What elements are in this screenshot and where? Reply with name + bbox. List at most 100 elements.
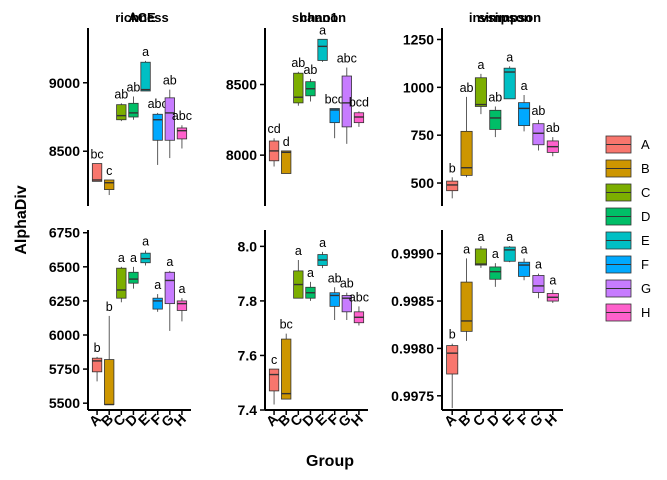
y-tick-label: 6500: [49, 259, 80, 275]
y-tick-label: 6000: [49, 327, 80, 343]
box-g: a: [164, 255, 175, 331]
box-body: [341, 75, 352, 128]
box-h: bcd: [349, 95, 369, 127]
panel-title: richness: [115, 10, 168, 25]
legend-item-c: C: [605, 183, 650, 202]
y-tick-label: 6750: [49, 225, 80, 241]
box-body: [281, 150, 292, 174]
box-a: b: [446, 328, 459, 409]
box-body: [503, 67, 516, 100]
box-a: bc: [90, 148, 104, 182]
legend-item-f: F: [605, 255, 649, 274]
legend-item-h: H: [605, 303, 650, 322]
box-e: a: [140, 234, 151, 266]
significance-label: a: [463, 242, 470, 256]
significance-label: ab: [291, 56, 305, 70]
box-c: a: [116, 251, 127, 303]
box-body: [281, 338, 292, 400]
box-body: [518, 102, 531, 127]
box-body: [91, 357, 103, 373]
significance-label: a: [521, 242, 528, 256]
box-body: [503, 246, 516, 262]
y-tick-label: 0.9980: [391, 340, 434, 356]
box-b: ab: [460, 81, 474, 178]
significance-label: b: [449, 328, 456, 342]
y-tick-label: 7.4: [238, 402, 258, 418]
significance-label: bc: [280, 318, 293, 332]
box-body: [152, 297, 163, 310]
significance-label: ab: [488, 90, 502, 104]
box-h: ab: [546, 121, 560, 157]
significance-label: a: [477, 58, 484, 72]
significance-label: a: [118, 251, 125, 265]
x-tick-label: H: [348, 411, 366, 429]
box-body: [353, 112, 365, 124]
significance-label: cd: [267, 122, 280, 136]
y-tick-label: 7.8: [238, 293, 258, 309]
box-d: ab: [303, 63, 317, 102]
significance-label: a: [142, 45, 149, 59]
legend-item-e: E: [605, 231, 650, 250]
significance-label: a: [549, 274, 556, 288]
significance-label: ab: [531, 104, 545, 118]
box-e: a: [503, 50, 516, 100]
box-g: a: [532, 258, 545, 299]
y-tick-label: 5750: [49, 361, 80, 377]
legend-label: B: [641, 161, 650, 176]
box-body: [268, 368, 280, 392]
significance-label: abc: [349, 290, 369, 304]
significance-label: c: [106, 164, 112, 178]
significance-label: b: [94, 341, 101, 355]
box-a: c: [268, 353, 280, 405]
box-body: [460, 130, 473, 176]
significance-label: a: [178, 282, 185, 296]
box-body: [176, 300, 188, 311]
box-b: bc: [280, 318, 293, 400]
box-body: [116, 104, 127, 121]
box-b: a: [460, 242, 473, 341]
significance-label: d: [283, 135, 290, 149]
y-tick-label: 9000: [49, 75, 80, 91]
y-tick-label: 1000: [403, 79, 434, 95]
box-f: a: [152, 278, 163, 312]
y-tick-label: 8000: [226, 147, 257, 163]
box-g: ab: [531, 104, 545, 151]
significance-label: a: [130, 251, 137, 265]
significance-label: a: [492, 247, 499, 261]
box-body: [532, 123, 545, 146]
significance-label: a: [142, 234, 149, 248]
box-body: [116, 267, 127, 299]
significance-label: a: [319, 23, 326, 37]
box-d: a: [489, 247, 502, 287]
panel-title: ACE: [128, 10, 156, 25]
panel-title: chao1: [300, 10, 338, 25]
box-body: [128, 271, 139, 284]
box-c: a: [474, 230, 487, 268]
box-h: a: [546, 274, 559, 303]
box-f: bcd: [325, 93, 345, 139]
y-tick-label: 8500: [49, 143, 80, 159]
legend-label: D: [641, 209, 650, 224]
box-e: a: [503, 230, 516, 263]
legend-item-b: B: [605, 159, 650, 178]
y-tick-label: 0.9990: [391, 246, 434, 262]
significance-label: a: [506, 50, 513, 64]
significance-label: ab: [163, 74, 177, 88]
y-tick-label: 7.6: [238, 347, 258, 363]
significance-label: ab: [460, 81, 474, 95]
box-body: [293, 72, 304, 104]
box-c: a: [293, 244, 304, 299]
significance-label: abc: [148, 97, 168, 111]
significance-label: abc: [172, 109, 192, 123]
box-d: ab: [126, 80, 140, 120]
y-tick-label: 1250: [403, 31, 434, 47]
box-e: a: [317, 236, 328, 269]
y-tick-label: 8.0: [238, 238, 258, 254]
legend-item-d: D: [605, 207, 650, 226]
box-body: [104, 179, 115, 190]
box-h: abc: [172, 109, 192, 149]
box-b: c: [104, 164, 115, 196]
